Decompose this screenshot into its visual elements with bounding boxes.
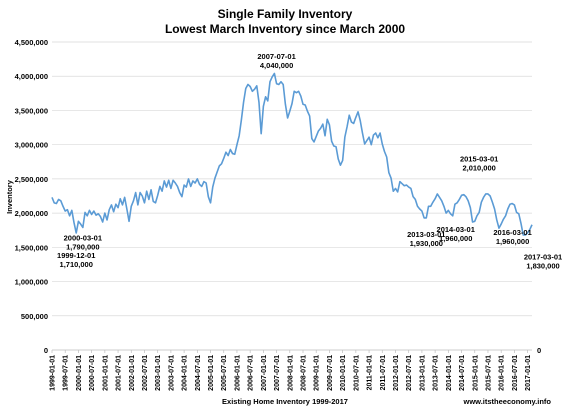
y-tick-label: 2,000,000 [15, 209, 48, 218]
y-tick-label: 4,000,000 [15, 72, 48, 81]
x-tick-label: 2002-01-01 [129, 355, 136, 391]
annotation-date: 2016-03-01 [493, 228, 531, 237]
x-tick-label: 2009-07-01 [327, 355, 334, 391]
x-tick-label: 2006-07-01 [248, 355, 255, 391]
x-tick-label: 2016-07-01 [512, 355, 519, 391]
annotation-value: 2,010,000 [462, 163, 495, 172]
x-axis-ticks: 1999-01-01 1999-07-01 2000-01-01 2000-07-01… [50, 350, 532, 391]
x-tick-label: 2015-01-01 [472, 355, 479, 391]
gridlines [52, 41, 532, 317]
y-axis-label: Inventory [5, 179, 14, 214]
chart-subtitle: Lowest March Inventory since March 2000 [164, 22, 406, 36]
annotation-date: 2000-03-01 [64, 233, 102, 242]
annotation-date: 2015-03-01 [460, 154, 498, 163]
y-axis-ticks: 0 500,000 1,000,000 1,500,000 2,000,000 2,500… [15, 38, 48, 355]
x-tick-label: 2005-07-01 [221, 355, 228, 391]
x-tick-label: 2002-07-01 [142, 355, 149, 391]
x-tick-label: 2016-01-01 [499, 355, 506, 391]
x-tick-label: 2000-01-01 [76, 355, 83, 391]
annotation-value: 1,960,000 [496, 237, 529, 246]
x-tick-label: 2012-07-01 [406, 355, 413, 391]
x-tick-label: 2008-01-01 [287, 355, 294, 391]
y-tick-label: 2,500,000 [15, 175, 48, 184]
y-tick-label: 500,000 [21, 312, 48, 321]
x-tick-label: 2012-01-01 [393, 355, 400, 391]
annotation-date: 2014-03-01 [437, 225, 475, 234]
x-tick-label: 2010-07-01 [353, 355, 360, 391]
y-tick-label: 3,500,000 [15, 106, 48, 115]
annotation-value: 1,710,000 [60, 260, 93, 269]
y-tick-label: 3,000,000 [15, 141, 48, 150]
annotation-value: 1,830,000 [526, 262, 559, 271]
annotation-date: 2013-03-01 [407, 230, 445, 239]
annotation-value: 1,930,000 [410, 239, 443, 248]
footer-url: www.itstheeconomy.info [462, 397, 551, 406]
x-tick-label: 2008-07-01 [301, 355, 308, 391]
x-tick-label: 2010-01-01 [340, 355, 347, 391]
x-tick-label: 2006-01-01 [234, 355, 241, 391]
x-tick-label: 2001-01-01 [102, 355, 109, 391]
x-tick-label: 2014-07-01 [459, 355, 466, 391]
x-tick-label: 2000-07-01 [89, 355, 96, 391]
x-tick-label: 1999-01-01 [50, 355, 57, 391]
chart-title: Single Family Inventory [217, 7, 353, 21]
right-axis-zero-label: 0 [537, 346, 541, 355]
series-line-inventory [51, 72, 533, 236]
x-axis-label: Existing Home Inventory 1999-2017 [222, 397, 348, 406]
x-tick-label: 2017-01-01 [525, 355, 532, 391]
annotation-value: 4,040,000 [260, 61, 293, 70]
x-tick-label: 2001-07-01 [116, 355, 123, 391]
y-tick-label: 1,000,000 [15, 278, 48, 287]
annotation-date: 2007-07-01 [257, 52, 295, 61]
x-tick-label: 1999-07-01 [63, 355, 70, 391]
annotation-value: 1,790,000 [66, 242, 99, 251]
annotation-value: 1,960,000 [439, 234, 472, 243]
annotation-date: 1999-12-01 [57, 251, 95, 260]
x-tick-label: 2004-07-01 [195, 355, 202, 391]
annotation-date: 2017-03-01 [524, 253, 562, 262]
x-tick-label: 2014-01-01 [446, 355, 453, 391]
x-tick-label: 2011-01-01 [367, 355, 374, 391]
x-tick-label: 2009-01-01 [314, 355, 321, 391]
x-tick-label: 2003-07-01 [168, 355, 175, 391]
x-tick-label: 2013-07-01 [433, 355, 440, 391]
x-tick-label: 2003-01-01 [155, 355, 162, 391]
y-tick-label: 4,500,000 [15, 38, 48, 47]
x-tick-label: 2013-01-01 [419, 355, 426, 391]
x-tick-label: 2004-01-01 [182, 355, 189, 391]
y-tick-label: 1,500,000 [15, 243, 48, 252]
x-tick-label: 2005-01-01 [208, 355, 215, 391]
x-tick-label: 2011-07-01 [380, 355, 387, 391]
x-tick-label: 2007-01-01 [261, 355, 268, 391]
x-tick-label: 2007-07-01 [274, 355, 281, 391]
x-tick-label: 2015-07-01 [485, 355, 492, 391]
annotations: 1999-12-011,710,000 2000-03-011,790,000 20… [57, 52, 562, 271]
y-tick-label: 0 [44, 346, 48, 355]
